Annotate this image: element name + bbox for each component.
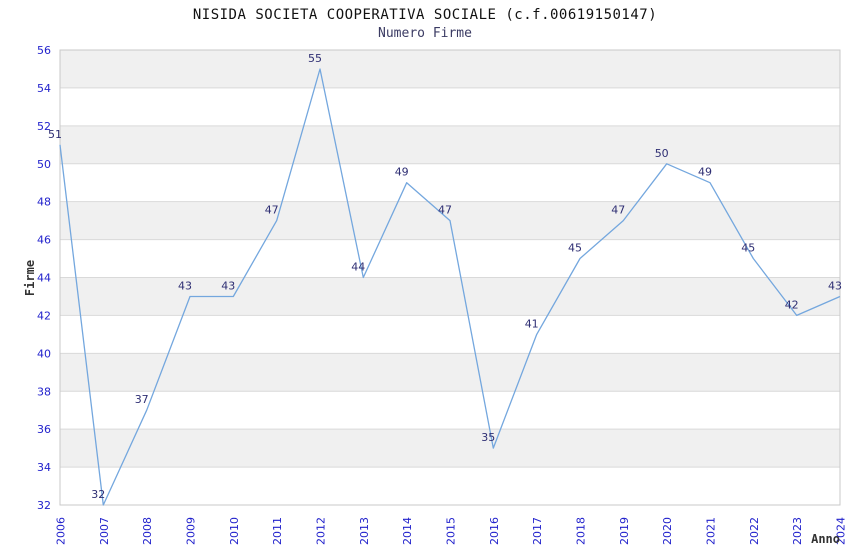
svg-text:46: 46	[37, 234, 51, 247]
svg-text:2018: 2018	[575, 517, 588, 545]
svg-text:43: 43	[178, 280, 192, 293]
data-labels: 51 32 37 43 43 47 55 44 49 47 35 41 45 47 50 49 45 42 43	[48, 52, 842, 501]
svg-text:2010: 2010	[228, 517, 241, 545]
x-tick-labels: 2006 2007 2008 2009 2010 2011 2012 2013 2014 2015…	[55, 517, 848, 545]
svg-text:2021: 2021	[705, 517, 718, 545]
svg-text:32: 32	[91, 488, 105, 501]
svg-text:50: 50	[655, 147, 669, 160]
series-line	[59, 68, 841, 506]
plot-bands	[60, 50, 840, 468]
svg-text:38: 38	[37, 385, 51, 398]
svg-text:2009: 2009	[185, 517, 198, 545]
svg-text:44: 44	[351, 261, 365, 274]
svg-text:47: 47	[438, 204, 452, 217]
chart-title: NISIDA SOCIETA COOPERATIVA SOCIALE (c.f.…	[192, 7, 658, 23]
svg-text:2020: 2020	[661, 517, 674, 545]
x-axis-label: Anno	[811, 532, 840, 546]
svg-text:55: 55	[308, 52, 322, 65]
svg-text:43: 43	[221, 280, 235, 293]
svg-text:45: 45	[741, 242, 755, 255]
svg-text:2023: 2023	[791, 517, 804, 545]
svg-text:42: 42	[785, 298, 799, 311]
svg-text:34: 34	[37, 461, 51, 474]
svg-text:50: 50	[37, 158, 51, 171]
svg-text:36: 36	[37, 423, 51, 436]
y-tick-labels: 32 34 36 38 40 42 44 46 48 50 52 54 56	[37, 44, 51, 512]
svg-text:40: 40	[37, 347, 51, 360]
svg-text:44: 44	[37, 272, 51, 285]
svg-text:37: 37	[135, 393, 149, 406]
svg-text:47: 47	[265, 204, 279, 217]
svg-text:2013: 2013	[358, 517, 371, 545]
svg-text:2019: 2019	[618, 517, 631, 545]
svg-text:49: 49	[395, 166, 409, 179]
svg-text:49: 49	[698, 166, 712, 179]
svg-text:47: 47	[611, 204, 625, 217]
chart-subtitle: Numero Firme	[378, 26, 472, 41]
svg-text:51: 51	[48, 128, 62, 141]
svg-text:52: 52	[37, 120, 51, 133]
svg-text:54: 54	[37, 82, 51, 95]
svg-text:2008: 2008	[141, 517, 154, 545]
svg-text:48: 48	[37, 196, 51, 209]
svg-text:56: 56	[37, 44, 51, 57]
svg-text:2014: 2014	[401, 517, 414, 545]
svg-text:32: 32	[37, 499, 51, 512]
svg-text:2024: 2024	[835, 517, 848, 545]
plot-border	[59, 49, 841, 506]
y-axis-label: Firme	[23, 259, 37, 297]
svg-text:2006: 2006	[55, 517, 68, 545]
svg-text:35: 35	[481, 431, 495, 444]
svg-text:2012: 2012	[315, 517, 328, 545]
svg-text:2017: 2017	[531, 517, 544, 545]
svg-text:2015: 2015	[445, 517, 458, 545]
gridlines	[60, 49, 840, 506]
svg-text:2016: 2016	[488, 517, 501, 545]
svg-text:2022: 2022	[748, 517, 761, 545]
svg-text:2011: 2011	[271, 517, 284, 545]
svg-text:42: 42	[37, 309, 51, 322]
svg-text:45: 45	[568, 242, 582, 255]
svg-text:43: 43	[828, 280, 842, 293]
svg-text:2007: 2007	[98, 517, 111, 545]
svg-text:41: 41	[525, 317, 539, 330]
